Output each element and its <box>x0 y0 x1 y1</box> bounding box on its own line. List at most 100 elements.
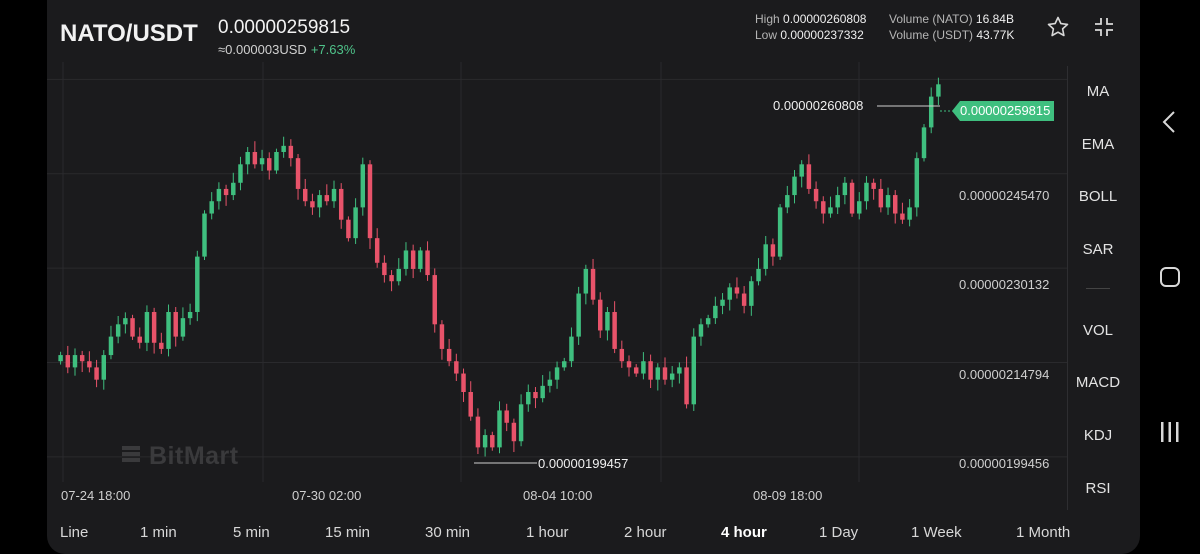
candle-body <box>813 188 819 202</box>
candle-body <box>928 96 934 128</box>
candle-body <box>159 342 164 349</box>
candle-body <box>511 422 517 442</box>
indicator-vol[interactable]: VOL <box>1082 322 1113 339</box>
candle-body <box>612 312 617 349</box>
candle-body <box>353 207 358 239</box>
tab-1-hour[interactable]: 1 hour <box>526 524 569 541</box>
candle-body <box>87 361 92 368</box>
candle-body <box>259 158 265 165</box>
candlestick-chart[interactable] <box>47 62 1067 482</box>
candle-body <box>583 268 589 294</box>
home-icon[interactable] <box>1154 261 1186 293</box>
pair-title[interactable]: NATO/USDT <box>60 20 198 47</box>
candle-body <box>58 355 63 362</box>
candle-body <box>763 244 768 269</box>
tab-4-hour[interactable]: 4 hour <box>721 524 767 541</box>
candle-body <box>396 268 401 282</box>
vol-quote-value: 43.77K <box>976 28 1015 42</box>
candle-body <box>842 182 848 196</box>
candle-body <box>94 367 99 380</box>
recents-icon[interactable] <box>1154 416 1186 448</box>
tab-5-min[interactable]: 5 min <box>233 524 270 541</box>
candle-body <box>662 367 668 380</box>
high-low-stats: High 0.00000260808 Low 0.00000237332 <box>755 11 866 43</box>
candle-body <box>367 164 373 239</box>
y-tick-label: 0.00000199456 <box>959 456 1050 471</box>
tab-1-week[interactable]: 1 Week <box>911 524 962 541</box>
candle-body <box>101 355 106 380</box>
candle-body <box>648 361 653 380</box>
indicator-boll[interactable]: BOLL <box>1078 188 1118 205</box>
last-price-tag: 0.00000259815 <box>952 101 1055 121</box>
candle-body <box>475 416 481 448</box>
candle-body <box>533 392 538 399</box>
candle-body <box>108 336 114 356</box>
candle-body <box>655 367 661 380</box>
candle-body <box>936 84 941 97</box>
candle-body <box>115 324 121 337</box>
high-label: High <box>755 12 780 26</box>
candle-body <box>626 361 632 368</box>
indicator-ema[interactable]: EMA <box>1081 136 1115 153</box>
candle-body <box>914 158 920 208</box>
candle-body <box>864 182 869 202</box>
candle-body <box>461 373 466 392</box>
candle-body <box>252 152 258 165</box>
candle-body <box>310 201 315 208</box>
candle-body <box>374 238 380 263</box>
x-tick-label: 08-04 10:00 <box>523 488 593 503</box>
candle-body <box>202 213 207 257</box>
tab-15-min[interactable]: 15 min <box>325 524 371 541</box>
indicator-kdj[interactable]: KDJ <box>1083 427 1113 444</box>
candle-body <box>137 336 142 343</box>
candle-body <box>576 293 581 337</box>
tab-1-min[interactable]: 1 min <box>140 524 177 541</box>
indicator-macd[interactable]: MACD <box>1075 374 1121 391</box>
tab-line[interactable]: Line <box>60 524 89 541</box>
low-label: Low <box>755 28 778 42</box>
candle-body <box>785 195 790 208</box>
tab-1-month[interactable]: 1 Month <box>1016 524 1071 541</box>
tab-1-day[interactable]: 1 Day <box>819 524 859 541</box>
candle-body <box>821 201 826 214</box>
indicator-rsi[interactable]: RSI <box>1085 480 1111 497</box>
candle-body <box>432 275 437 325</box>
candle-body <box>166 312 171 349</box>
candle-body <box>338 188 344 220</box>
y-tick-label: 0.00000214794 <box>959 367 1050 382</box>
candle-body <box>540 385 545 399</box>
star-icon[interactable] <box>1043 12 1073 42</box>
x-tick-label: 07-30 02:00 <box>292 488 362 503</box>
tab-2-hour[interactable]: 2 hour <box>624 524 667 541</box>
candle-body <box>504 410 509 423</box>
indicator-sar[interactable]: SAR <box>1082 241 1114 258</box>
candle-body <box>633 367 639 374</box>
kline-screen: NATO/USDT 0.00000259815 ≈0.000003USD +7.6… <box>47 0 1140 554</box>
candle-body <box>698 324 704 337</box>
candle-body <box>590 268 596 300</box>
candle-body <box>871 182 876 189</box>
price-change: +7.63% <box>310 42 356 57</box>
indicator-ma[interactable]: MA <box>1086 83 1110 100</box>
candle-body <box>705 318 711 325</box>
chevron-left-icon[interactable] <box>1154 106 1186 138</box>
candle-body <box>770 244 776 257</box>
candle-body <box>65 355 71 368</box>
candle-body <box>562 361 567 368</box>
candle-body <box>828 207 833 214</box>
low-marker-label: 0.00000199457 <box>538 456 629 471</box>
candle-body <box>720 299 725 306</box>
candle-body <box>835 195 840 208</box>
candle-body <box>382 262 387 276</box>
candle-body <box>734 287 740 294</box>
tab-30-min[interactable]: 30 min <box>425 524 471 541</box>
candle-body <box>713 305 718 319</box>
bitmart-logo-icon <box>119 440 145 473</box>
candle-body <box>360 164 366 208</box>
fullscreen-icon[interactable] <box>1089 12 1119 42</box>
candle-body <box>267 158 272 171</box>
candle-body <box>468 392 473 417</box>
candle-body <box>238 164 243 183</box>
high-marker-label: 0.00000260808 <box>773 98 864 113</box>
candle-body <box>151 312 157 343</box>
